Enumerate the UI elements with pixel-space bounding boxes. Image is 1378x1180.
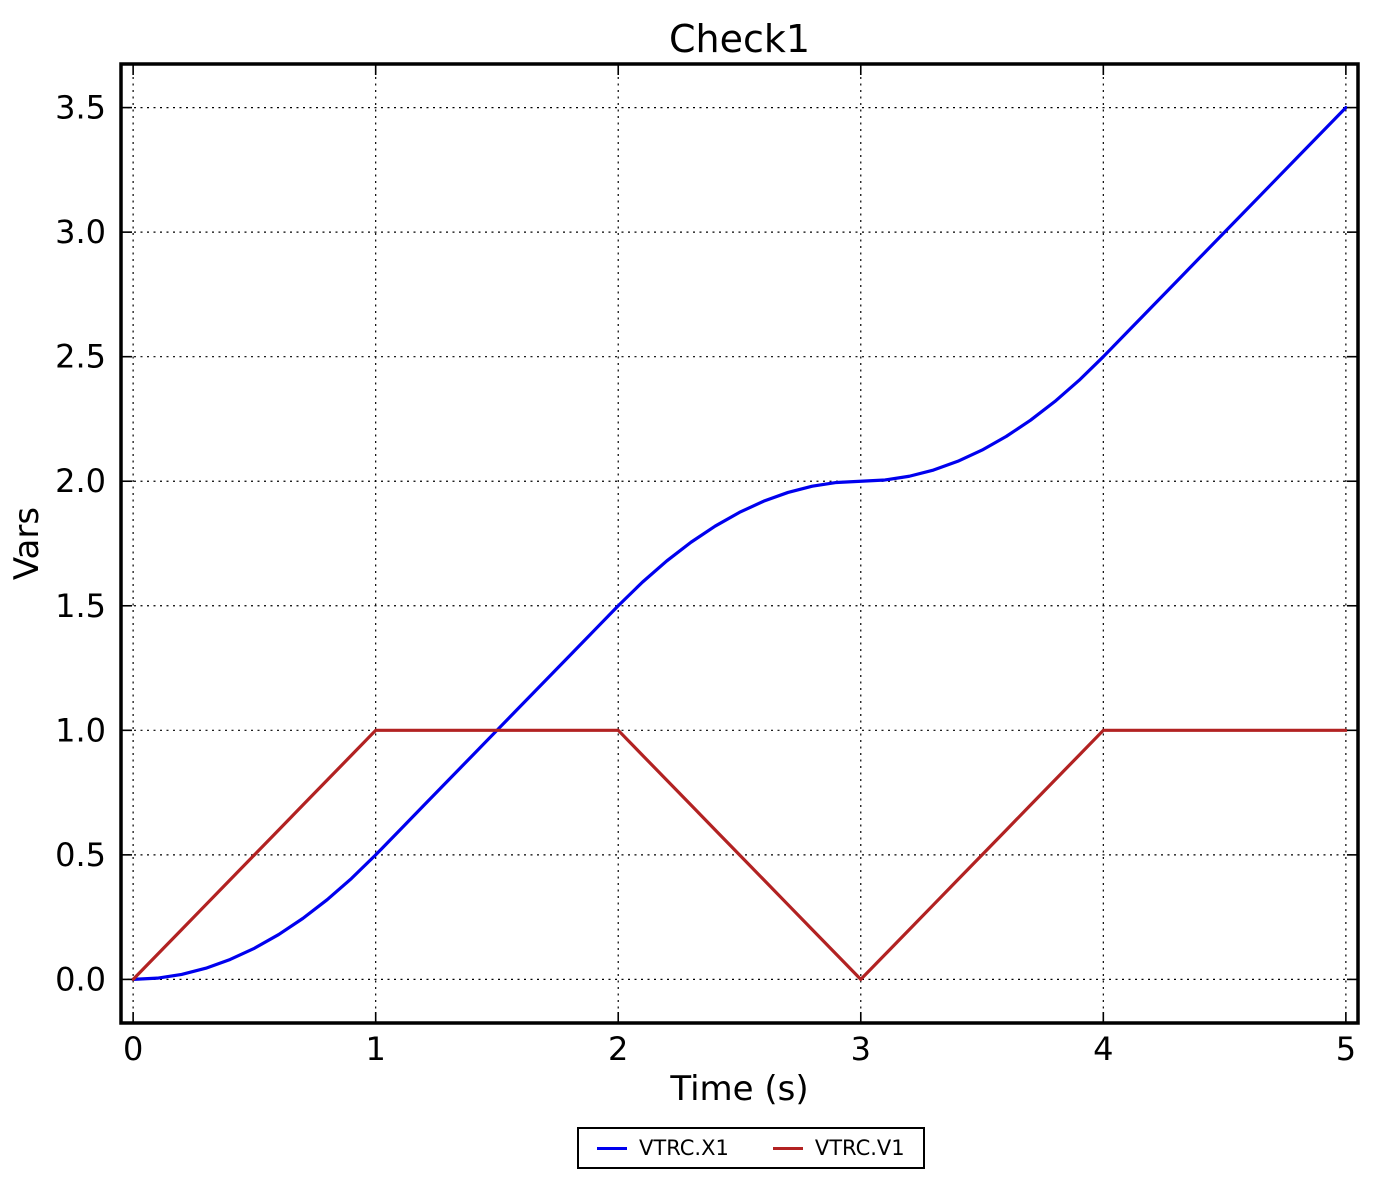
legend-line-sample-v1 (772, 1146, 803, 1150)
legend-line-sample-x1 (597, 1146, 627, 1150)
x-tick-label: 1 (365, 1030, 385, 1068)
legend-label-v1: VTRC.V1 (814, 1136, 905, 1160)
x-tick-label: 3 (851, 1030, 871, 1068)
plot-frame (119, 62, 1360, 1025)
legend-item-vtrc-v1: VTRC.V1 (772, 1136, 905, 1160)
axis-ticks (121, 64, 1358, 1023)
x-tick-label: 5 (1336, 1030, 1356, 1068)
y-axis-label: Vars (7, 507, 47, 580)
legend-item-vtrc-x1: VTRC.X1 (597, 1136, 729, 1160)
x-axis-label: Time (s) (669, 1069, 808, 1109)
y-tick-label: 2.0 (55, 462, 106, 500)
y-tick-label: 3.0 (55, 213, 106, 251)
gridlines (121, 64, 1358, 1023)
y-tick-label: 0.0 (55, 960, 106, 998)
y-tick-label: 0.5 (55, 836, 106, 874)
x-tick-label: 2 (608, 1030, 628, 1068)
series-VTRC.V1 (131, 728, 1348, 982)
y-tick-label: 1.5 (55, 587, 106, 625)
series-lines (131, 105, 1348, 982)
y-tick-label: 2.5 (55, 338, 106, 376)
x-tick-label: 0 (123, 1030, 143, 1068)
tick-labels: 0 1 2 3 4 5 0.0 0.5 1.0 1.5 2.0 2.5 3.0 3.5 (55, 89, 1356, 1068)
legend: VTRC.X1 VTRC.V1 (577, 1127, 925, 1169)
y-tick-label: 3.5 (55, 89, 106, 127)
x-tick-label: 4 (1093, 1030, 1113, 1068)
legend-label-x1: VTRC.X1 (639, 1136, 729, 1160)
series-VTRC.X1 (131, 105, 1348, 982)
chart-title: Check1 (669, 17, 810, 61)
y-tick-label: 1.0 (55, 711, 106, 749)
